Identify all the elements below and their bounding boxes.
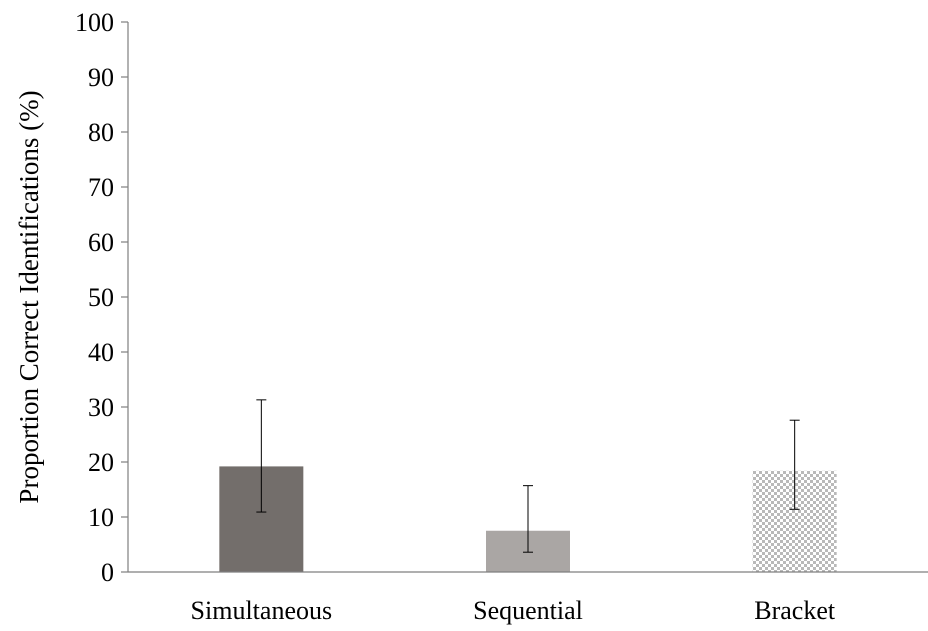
y-tick-label: 100 bbox=[75, 8, 114, 37]
y-axis-ticks: 0 10 20 30 40 50 60 70 80 90 100 bbox=[75, 8, 128, 587]
category-label-bracket: Bracket bbox=[754, 596, 836, 625]
y-tick-label: 20 bbox=[88, 448, 114, 477]
error-bar-simultaneous bbox=[256, 399, 267, 513]
y-tick-label: 10 bbox=[88, 503, 114, 532]
y-tick-label: 40 bbox=[88, 338, 114, 367]
y-axis-title: Proportion Correct Identifications (%) bbox=[14, 90, 44, 503]
category-label-sequential: Sequential bbox=[473, 596, 583, 625]
error-bar-sequential bbox=[523, 485, 533, 553]
y-tick-label: 0 bbox=[101, 558, 114, 587]
y-tick-label: 50 bbox=[88, 283, 114, 312]
y-tick-label: 90 bbox=[88, 63, 114, 92]
y-tick-label: 70 bbox=[88, 173, 114, 202]
category-label-simultaneous: Simultaneous bbox=[191, 596, 333, 625]
error-bars bbox=[256, 399, 800, 553]
y-tick-label: 30 bbox=[88, 393, 114, 422]
error-bar-bracket bbox=[789, 419, 800, 510]
y-tick-label: 80 bbox=[88, 118, 114, 147]
category-labels: Simultaneous Sequential Bracket bbox=[191, 596, 836, 625]
y-tick-label: 60 bbox=[88, 228, 114, 257]
